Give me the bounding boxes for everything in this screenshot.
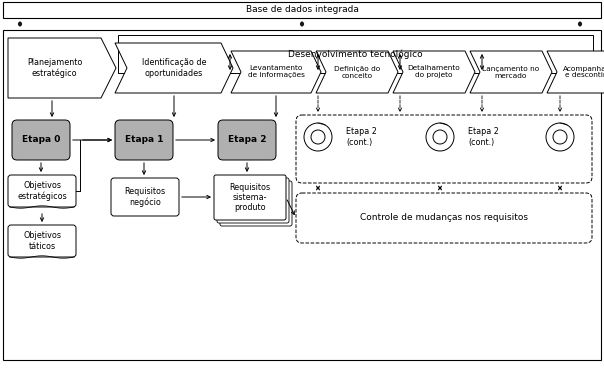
Bar: [3, 30, 601, 360]
Text: Identificação de
oportunidades: Identificação de oportunidades: [142, 58, 206, 78]
FancyBboxPatch shape: [218, 120, 276, 160]
FancyBboxPatch shape: [214, 175, 286, 220]
Polygon shape: [393, 51, 475, 93]
Bar: [3, 2, 601, 18]
Text: Levantamento
de informações: Levantamento de informações: [248, 65, 304, 78]
Text: Acompanhamento
e descontinuação: Acompanhamento e descontinuação: [564, 65, 604, 78]
Polygon shape: [547, 51, 604, 93]
Text: Objetivos
estratégicos: Objetivos estratégicos: [17, 181, 67, 201]
Text: Etapa 2: Etapa 2: [228, 135, 266, 144]
Text: Etapa 2
(cont.): Etapa 2 (cont.): [346, 127, 377, 147]
FancyBboxPatch shape: [296, 115, 592, 183]
Text: Requisitos
sistema-
produto: Requisitos sistema- produto: [230, 183, 271, 212]
Text: Etapa 2
(cont.): Etapa 2 (cont.): [468, 127, 499, 147]
FancyBboxPatch shape: [115, 120, 173, 160]
Polygon shape: [115, 43, 233, 93]
Polygon shape: [8, 38, 116, 98]
FancyBboxPatch shape: [8, 225, 76, 257]
Polygon shape: [316, 51, 398, 93]
FancyBboxPatch shape: [220, 181, 292, 226]
Text: Base de dados integrada: Base de dados integrada: [246, 6, 358, 15]
Text: Objetivos
táticos: Objetivos táticos: [23, 231, 61, 251]
Text: Etapa 1: Etapa 1: [125, 135, 163, 144]
Text: Controle de mudanças nos requisitos: Controle de mudanças nos requisitos: [360, 214, 528, 222]
FancyBboxPatch shape: [12, 120, 70, 160]
Text: Etapa 0: Etapa 0: [22, 135, 60, 144]
Text: Requisitos
negócio: Requisitos negócio: [124, 187, 165, 207]
Polygon shape: [231, 51, 321, 93]
Polygon shape: [470, 51, 552, 93]
Text: Definição do
conceito: Definição do conceito: [334, 65, 380, 78]
Bar: [118, 35, 593, 73]
Text: Desenvolvimento tecnológico: Desenvolvimento tecnológico: [288, 49, 423, 59]
FancyBboxPatch shape: [296, 193, 592, 243]
FancyBboxPatch shape: [8, 175, 76, 207]
Text: Detalhamento
do projeto: Detalhamento do projeto: [408, 65, 460, 78]
FancyBboxPatch shape: [111, 178, 179, 216]
Text: Lançamento no
mercado: Lançamento no mercado: [483, 65, 539, 78]
FancyBboxPatch shape: [217, 178, 289, 223]
Text: Planejamento
estratégico: Planejamento estratégico: [27, 58, 82, 78]
